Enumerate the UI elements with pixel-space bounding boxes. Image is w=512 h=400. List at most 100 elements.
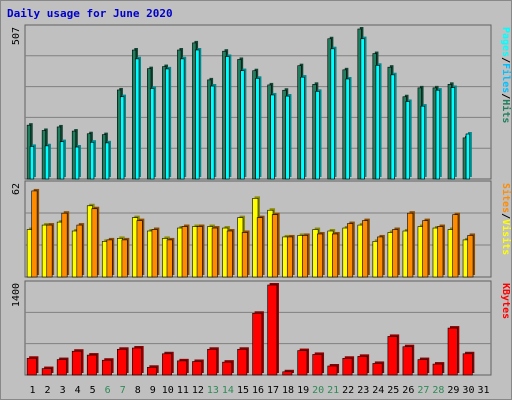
bar-pages-day-8-face [135,58,140,180]
bar-kbytes-day-16-face [252,312,263,376]
bar-pages-day-9 [150,86,157,180]
day-label-6: 6 [105,385,111,396]
bar-sites-day-24 [377,234,385,278]
bar-pages-day-14 [225,54,232,180]
bar-kbytes-day-14 [222,360,234,376]
bar-pages-day-6-face [105,142,110,180]
bar-pages-day-1 [29,144,36,180]
bar-kbytes-day-9-face [147,366,157,376]
day-label-4: 4 [75,385,81,396]
bar-pages-day-13-face [210,85,215,180]
day-label-17: 17 [267,385,279,396]
bar-sites-day-7 [121,237,130,278]
panel-1-legend: Pages/Files/Hits [500,27,511,123]
day-label-30: 30 [462,385,474,396]
bar-sites-day-3-face [61,212,68,278]
bar-kbytes-day-21-face [327,365,338,376]
bar-sites-day-23 [362,218,370,278]
day-label-10: 10 [162,385,174,396]
bar-kbytes-day-5-face [86,354,97,376]
bar-pages-day-22-face [345,78,350,180]
day-label-3: 3 [60,385,66,396]
bar-kbytes-day-15 [237,347,249,376]
bar-sites-day-25-face [392,229,399,278]
bar-sites-day-19-face [301,235,308,278]
bar-pages-day-25 [390,72,397,180]
bar-sites-day-17 [271,212,280,278]
legend-item-kbytes: KBytes [500,283,511,319]
bar-kbytes-day-22-face [342,357,353,376]
day-label-26: 26 [402,385,414,396]
bar-sites-day-18 [286,234,295,278]
bar-sites-day-9-face [151,229,158,278]
day-label-31: 31 [477,385,489,396]
bar-sites-day-30-face [467,235,474,278]
bar-sites-day-11 [181,224,190,278]
bar-pages-day-24-face [375,65,380,180]
day-label-16: 16 [252,385,264,396]
bar-pages-day-13 [210,84,217,180]
bar-kbytes-day-14-face [222,361,233,376]
bar-sites-day-18-face [286,236,293,278]
bar-pages-day-30 [465,132,472,180]
bar-kbytes-day-19 [297,348,310,376]
bar-kbytes-day-26-face [402,346,413,376]
bar-sites-day-4 [76,223,85,278]
day-label-8: 8 [135,385,141,396]
bar-kbytes-day-6 [101,358,114,376]
day-label-11: 11 [177,385,189,396]
bar-sites-day-16-face [256,217,263,278]
bar-kbytes-day-8-face [132,347,142,376]
bar-pages-day-23-face [360,38,365,180]
bar-pages-day-29 [450,85,457,180]
bar-pages-day-18 [285,94,292,180]
bar-pages-day-18-face [285,95,290,180]
bar-kbytes-day-17-face [267,284,278,376]
bar-pages-day-4 [74,145,81,180]
bar-kbytes-day-22 [342,356,355,376]
bar-sites-day-8 [136,218,145,278]
bar-kbytes-day-20 [312,352,325,376]
bar-sites-day-29-face [452,214,459,278]
day-label-14: 14 [222,385,234,396]
bar-sites-day-12-face [196,226,203,278]
panel-1-ymax-label: 507 [11,27,22,45]
day-label-21: 21 [327,385,339,396]
bar-sites-day-22 [347,221,355,278]
bar-sites-day-13-face [211,227,218,278]
bar-pages-day-10 [165,66,172,180]
bar-sites-day-10 [166,237,175,278]
day-label-19: 19 [297,385,309,396]
bar-kbytes-day-7 [116,347,129,376]
bar-kbytes-day-13 [207,347,219,376]
bar-sites-day-1-face [31,190,38,278]
bar-sites-day-19 [301,233,310,278]
bar-kbytes-day-2-face [41,368,52,376]
bar-kbytes-day-4 [71,349,84,376]
bar-kbytes-day-27-face [417,359,428,376]
bar-sites-day-1 [31,188,40,278]
bar-kbytes-day-25 [387,334,400,376]
bar-pages-day-29-face [450,87,455,180]
bar-kbytes-day-16 [252,311,264,376]
bar-pages-day-27-face [420,105,425,180]
bar-sites-day-13 [211,226,220,278]
bar-kbytes-day-1 [26,356,39,376]
bar-kbytes-day-18-face [282,371,293,376]
panel-3-ymax-label: 1400 [11,283,22,307]
bar-kbytes-day-10 [162,351,174,376]
bar-sites-day-6 [106,237,115,278]
bar-kbytes-day-26 [402,344,415,376]
bar-kbytes-day-30-face [462,353,473,376]
bar-pages-day-10-face [165,68,170,180]
day-label-5: 5 [90,385,96,396]
bar-pages-day-16 [255,76,262,180]
bar-pages-day-26-face [405,101,410,180]
bar-kbytes-day-17 [267,283,279,376]
panel-2-ymax-label: 62 [11,183,22,195]
bar-pages-day-21-face [330,48,335,180]
bar-pages-day-3 [59,139,66,180]
bar-sites-day-15-face [241,232,248,278]
bar-kbytes-day-3-face [56,359,67,376]
